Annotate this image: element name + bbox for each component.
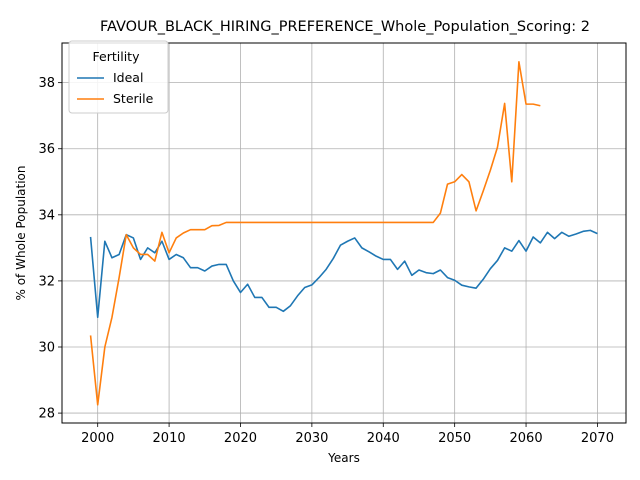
y-tick-label: 30: [38, 341, 55, 356]
legend-label-sterile: Sterile: [113, 91, 154, 106]
y-axis-ticks: 28 30 32 34 36 38: [38, 76, 62, 422]
x-tick-label: 2000: [81, 431, 114, 446]
x-tick-label: 2020: [224, 431, 257, 446]
series-line-sterile: [89, 61, 541, 406]
y-tick-label: 32: [38, 274, 55, 289]
x-tick-label: 2030: [295, 431, 328, 446]
x-tick-label: 2040: [367, 431, 400, 446]
x-axis-label: Years: [327, 451, 360, 465]
legend-title: Fertility: [93, 49, 141, 64]
legend-box: [68, 40, 169, 114]
series-line-ideal: [89, 229, 598, 319]
y-tick-label: 38: [38, 76, 55, 91]
x-tick-label: 2060: [510, 431, 543, 446]
legend-label-ideal: Ideal: [113, 70, 143, 85]
y-tick-label: 28: [38, 407, 55, 422]
y-tick-label: 34: [38, 208, 55, 223]
legend: Fertility Ideal Sterile: [68, 40, 169, 114]
chart-title: FAVOUR_BLACK_HIRING_PREFERENCE_Whole_Pop…: [100, 19, 590, 35]
x-tick-label: 2050: [438, 431, 471, 446]
x-tick-label: 2070: [581, 431, 614, 446]
y-axis-label: % of Whole Population: [14, 166, 28, 301]
x-axis-ticks: 2000 2010 2020 2030 2040 2050 2060 2070: [81, 423, 614, 446]
grid: [62, 43, 626, 423]
plot-frame: [61, 42, 627, 424]
y-tick-label: 36: [38, 142, 55, 157]
series-layer: [89, 61, 598, 406]
x-tick-label: 2010: [153, 431, 186, 446]
